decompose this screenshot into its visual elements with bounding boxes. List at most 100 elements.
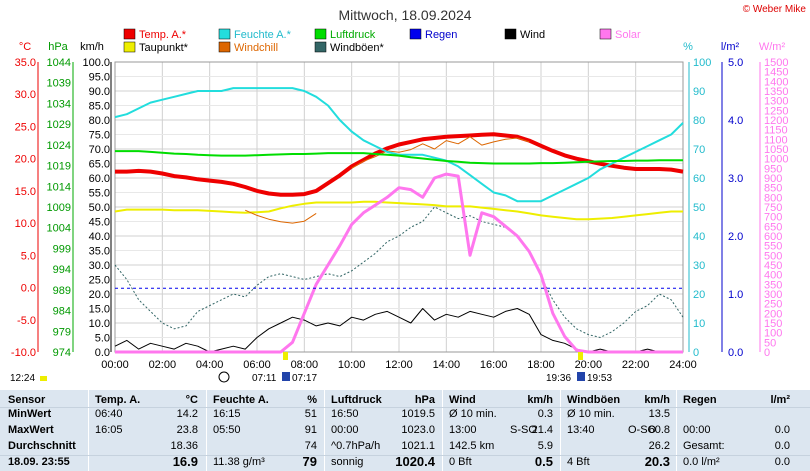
- rain-tick-label: 1.0: [728, 289, 743, 301]
- series-line-solar: [115, 172, 683, 354]
- pressure-tick-label: 974: [53, 347, 71, 359]
- table-cell: 14.2: [176, 408, 198, 420]
- sunrise-time-2: 07:17: [292, 373, 317, 384]
- solar-tick-label: 1250: [764, 105, 788, 117]
- humidity-tick-label: 40: [693, 231, 705, 243]
- table-row-label: Durchschnitt: [8, 440, 76, 452]
- solar-tick-label: 1050: [764, 144, 788, 156]
- wind-tick-label: 15.0: [89, 304, 110, 316]
- wind-tick-label: 40.0: [89, 231, 110, 243]
- solar-tick-label: 1150: [764, 125, 788, 137]
- temp-tick-label: 20.0: [15, 154, 36, 166]
- solar-tick-label: 150: [764, 318, 782, 330]
- table-cell: 16:50: [331, 408, 359, 420]
- table-cell: Ø 10 min.: [449, 408, 497, 420]
- x-tick-label: 20:00: [575, 359, 603, 371]
- wind-tick-label: 100.0: [82, 57, 110, 69]
- solar-tick-label: 250: [764, 299, 782, 311]
- table-cell: 05:50: [213, 424, 241, 436]
- humidity-tick-label: 30: [693, 260, 705, 272]
- table-cell: 0 Bft: [449, 456, 472, 468]
- legend-swatch: [123, 41, 136, 53]
- solar-unit-label: W/m²: [759, 41, 786, 53]
- temp-tick-label: 35.0: [15, 57, 36, 69]
- legend-label: Feuchte A.*: [234, 29, 292, 41]
- table-cell: 00:00: [683, 424, 711, 436]
- table-cell: 11.38 g/m³: [213, 456, 265, 468]
- summary-table: Sensor Temp. A. °C Feuchte A.% Luftdruck hPa W…: [0, 390, 810, 471]
- pressure-tick-label: 1024: [47, 140, 71, 152]
- table-cell: 1023.0: [401, 424, 435, 436]
- table-cell: 18.36: [170, 440, 198, 452]
- temp-tick-label: 5.0: [21, 250, 36, 262]
- legend-label: Taupunkt*: [139, 42, 189, 54]
- legend-swatch: [314, 28, 327, 40]
- wind-tick-label: 50.0: [89, 202, 110, 214]
- table-cell: Gesamt:: [683, 440, 725, 452]
- table-cell: 16:05: [95, 424, 123, 436]
- legend-label: Wind: [520, 29, 545, 41]
- table-header: Luftdruck: [331, 394, 382, 406]
- legend-label: Regen: [425, 29, 457, 41]
- table-cell: 0.0: [774, 440, 790, 452]
- temp-tick-label: -10.0: [11, 347, 36, 359]
- table-header: Sensor: [8, 394, 46, 406]
- temp-tick-label: -5.0: [17, 315, 36, 327]
- table-header: Windböen: [567, 394, 621, 406]
- series-line-luftdruck: [115, 150, 683, 165]
- wind-tick-label: 80.0: [89, 115, 110, 127]
- legend-swatch: [123, 28, 136, 40]
- pressure-tick-label: 984: [53, 306, 71, 318]
- weather-chart: Mittwoch, 18.09.2024 © Weber Mike Temp. …: [10, 4, 807, 384]
- table-cell: 91: [304, 424, 317, 436]
- sun-marker: [40, 376, 47, 381]
- x-tick-label: 00:00: [101, 359, 129, 371]
- solar-tick-label: 100: [764, 328, 782, 340]
- legend-swatch: [314, 41, 327, 53]
- table-header: Feuchte A.: [213, 394, 269, 406]
- pressure-tick-label: 989: [53, 285, 71, 297]
- table-cell: 1021.1: [401, 440, 435, 452]
- temp-tick-label: 10.0: [15, 218, 36, 230]
- table-cell: 16:15: [213, 408, 241, 420]
- table-row-label: MaxWert: [8, 424, 54, 436]
- sunrise-marker: [283, 352, 288, 360]
- solar-tick-label: 1450: [764, 67, 788, 79]
- rain-tick-label: 3.0: [728, 173, 743, 185]
- solar-tick-label: 450: [764, 260, 782, 272]
- table-cell: 79: [302, 454, 317, 469]
- x-tick-label: 16:00: [480, 359, 508, 371]
- table-column-divider: [88, 390, 89, 471]
- x-tick-label: 04:00: [196, 359, 224, 371]
- table-cell: 60.8: [648, 424, 670, 436]
- pressure-tick-label: 979: [53, 326, 71, 338]
- chart-axes: 35.0 30.0 25.0 20.0 15.0 10.0 5.0 0.0 -5.0 -10.0 1…: [11, 57, 789, 371]
- humidity-tick-label: 10: [693, 318, 705, 330]
- temp-tick-label: 25.0: [15, 121, 36, 133]
- solar-tick-label: 1350: [764, 86, 788, 98]
- table-cell: 00:00: [331, 424, 359, 436]
- sunset-marker: [578, 352, 583, 360]
- wind-tick-label: 20.0: [89, 289, 110, 301]
- temp-tick-label: 30.0: [15, 89, 36, 101]
- table-header-unit: l/m²: [770, 394, 790, 406]
- humidity-tick-label: 80: [693, 115, 705, 127]
- x-tick-label: 06:00: [243, 359, 271, 371]
- x-tick-label: 24:00: [669, 359, 697, 371]
- table-row-divider: [0, 407, 810, 408]
- wind-tick-label: 95.0: [89, 72, 110, 84]
- table-cell: 23.8: [176, 424, 198, 436]
- pressure-tick-label: 994: [53, 264, 71, 276]
- sunrise-icon: [282, 372, 290, 381]
- series-line-taupunkt: [114, 200, 683, 221]
- table-row-label: MinWert: [8, 408, 52, 420]
- table-cell: 21.4: [531, 424, 553, 436]
- table-cell: 26.2: [648, 440, 670, 452]
- pressure-tick-label: 1044: [47, 57, 71, 69]
- time-annotations: 12:24 07:11 07:17 19:36 19:53: [10, 352, 612, 384]
- table-cell: 13.5: [648, 408, 670, 420]
- legend-label: Windchill: [234, 42, 278, 54]
- legend-label: Temp. A.*: [139, 29, 187, 41]
- chart-title: Mittwoch, 18.09.2024: [338, 7, 471, 23]
- table-cell: Ø 10 min.: [567, 408, 615, 420]
